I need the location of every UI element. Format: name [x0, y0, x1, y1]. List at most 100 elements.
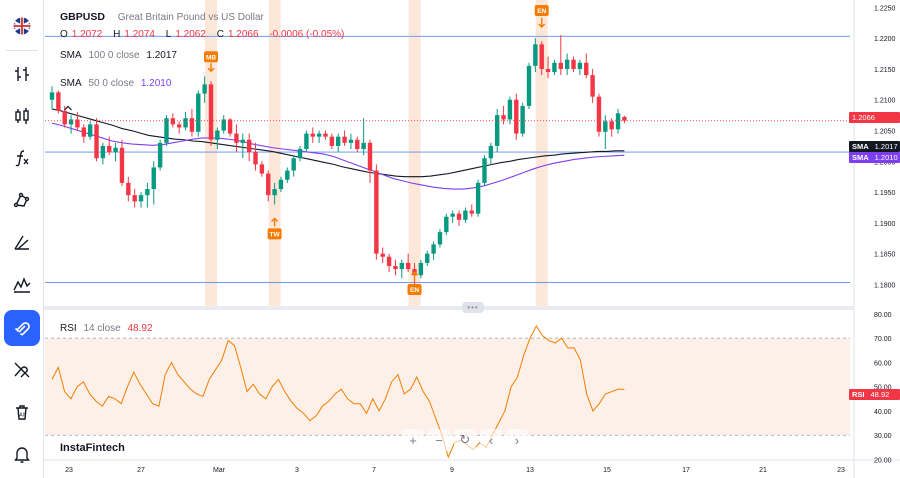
sma100-value: 1.2017	[146, 50, 177, 61]
price-change: -0.0006 (-0.05%)	[269, 29, 345, 40]
candle-body-41	[310, 133, 315, 137]
time-tick-8: 17	[682, 467, 690, 474]
close-value: 1.2066	[227, 29, 259, 40]
rsi-name: RSI	[60, 323, 77, 334]
candle-body-33	[259, 164, 265, 174]
price-chart[interactable]: MB TW EN EN 1.2250 1.2200 1.2150 1.2100 1.2050 1.…	[44, 0, 900, 478]
candles-icon[interactable]	[4, 98, 40, 134]
hide-drawings-icon[interactable]	[4, 352, 40, 388]
candle-body-70	[495, 115, 500, 146]
flag-icon[interactable]	[4, 8, 40, 44]
candle-body-60	[431, 244, 436, 254]
candle-body-64	[456, 213, 462, 220]
candle-body-74	[520, 105, 525, 134]
candle-body-3	[68, 119, 74, 125]
candle-body-29	[234, 133, 239, 143]
chart-nav-controls: + − ↻ ‹ ›	[402, 429, 528, 451]
candle-body-43	[323, 133, 328, 137]
svg-text:TW: TW	[270, 231, 281, 238]
candle-body-53	[386, 256, 392, 266]
candle-body-31	[246, 139, 252, 153]
candle-body-44	[329, 136, 335, 146]
candle-type-icon[interactable]	[4, 56, 40, 92]
scroll-right-button[interactable]: ›	[506, 429, 528, 451]
event-tag-0: MB	[204, 51, 218, 73]
high-value: 1.2074	[124, 29, 155, 40]
candle-body-78	[545, 68, 551, 73]
candle-body-59	[425, 253, 430, 263]
rsi-band	[45, 338, 850, 436]
alert-icon[interactable]	[4, 436, 40, 472]
candle-body-5	[81, 127, 86, 137]
sma50-params: 50 0 close	[88, 78, 135, 89]
candle-body-61	[437, 232, 443, 245]
candle-body-90	[622, 116, 627, 121]
candle-body-26	[215, 130, 220, 140]
candle-body-80	[558, 62, 563, 69]
time-tick-7: 15	[603, 467, 611, 474]
time-tick-10: 23	[837, 467, 845, 474]
rsi-tick-4: 40.00	[874, 409, 892, 416]
candle-body-12	[126, 182, 131, 196]
time-tick-1: 27	[137, 467, 145, 474]
candle-body-20	[177, 124, 182, 128]
scroll-left-button[interactable]: ‹	[480, 429, 502, 451]
sma50-legend[interactable]: SMA 50 0 close 1.2010	[60, 78, 175, 89]
candle-body-72	[507, 99, 513, 120]
left-toolbar: All	[0, 0, 44, 478]
reset-button[interactable]: ↻	[454, 429, 476, 451]
candle-body-54	[393, 265, 398, 270]
rsi-tick-2: 60.00	[874, 360, 892, 367]
candle-body-63	[450, 213, 455, 217]
candle-body-22	[189, 118, 195, 132]
svg-text:EN: EN	[410, 287, 419, 294]
candle-body-89	[615, 113, 621, 130]
collapse-legend-button[interactable]	[60, 100, 76, 116]
candle-body-42	[316, 133, 322, 137]
close-label: C	[216, 29, 224, 40]
candle-body-86	[596, 96, 602, 132]
sma100-legend[interactable]: SMA 100 0 close 1.2017	[60, 50, 181, 61]
time-tick-0: 23	[65, 467, 73, 474]
rsi-legend[interactable]: RSI 14 close 48.92	[60, 323, 157, 334]
candle-body-11	[119, 147, 125, 183]
candle-body-88	[609, 121, 614, 130]
candle-body-2	[62, 110, 67, 125]
price-tick-2: 1.2150	[874, 67, 896, 74]
function-icon[interactable]	[4, 140, 40, 176]
candle-body-68	[482, 158, 487, 183]
time-tick-2: Mar	[213, 467, 226, 474]
candle-body-17	[157, 142, 163, 168]
pane-resize-handle[interactable]: •••	[462, 302, 484, 313]
price-tick-9: 1.1800	[874, 282, 896, 289]
delete-icon[interactable]: All	[4, 394, 40, 430]
patterns-icon[interactable]	[4, 266, 40, 302]
price-tick-6: 1.1950	[874, 190, 896, 197]
zoom-out-button[interactable]: −	[428, 429, 450, 451]
candle-body-7	[94, 124, 99, 159]
candle-body-67	[475, 182, 481, 214]
price-tick-7: 1.1900	[874, 221, 896, 228]
rsi-value: 48.92	[127, 323, 153, 334]
candle-body-14	[138, 195, 144, 202]
candle-body-9	[107, 145, 112, 153]
magnet-icon[interactable]	[4, 310, 40, 346]
low-label: L	[165, 29, 172, 40]
time-tick-3: 3	[295, 467, 299, 474]
event-band-2	[408, 0, 421, 306]
candle-body-45	[336, 136, 341, 146]
sma50-name: SMA	[60, 78, 82, 89]
zoom-in-button[interactable]: +	[402, 429, 424, 451]
pane-divider[interactable]	[44, 306, 854, 310]
candle-body-6	[87, 124, 93, 137]
candle-body-10	[113, 147, 118, 153]
lines-icon[interactable]	[4, 224, 40, 260]
symbol-legend: GBPUSD Great Britain Pound vs US Dollar	[60, 11, 268, 23]
candle-body-46	[342, 136, 347, 143]
candle-body-18	[164, 118, 169, 143]
drawing-icon[interactable]	[4, 182, 40, 218]
current-price-tag: 1.2066	[849, 112, 900, 123]
candle-body-52	[380, 253, 385, 257]
candle-body-25	[208, 84, 214, 140]
candle-body-66	[469, 210, 474, 214]
